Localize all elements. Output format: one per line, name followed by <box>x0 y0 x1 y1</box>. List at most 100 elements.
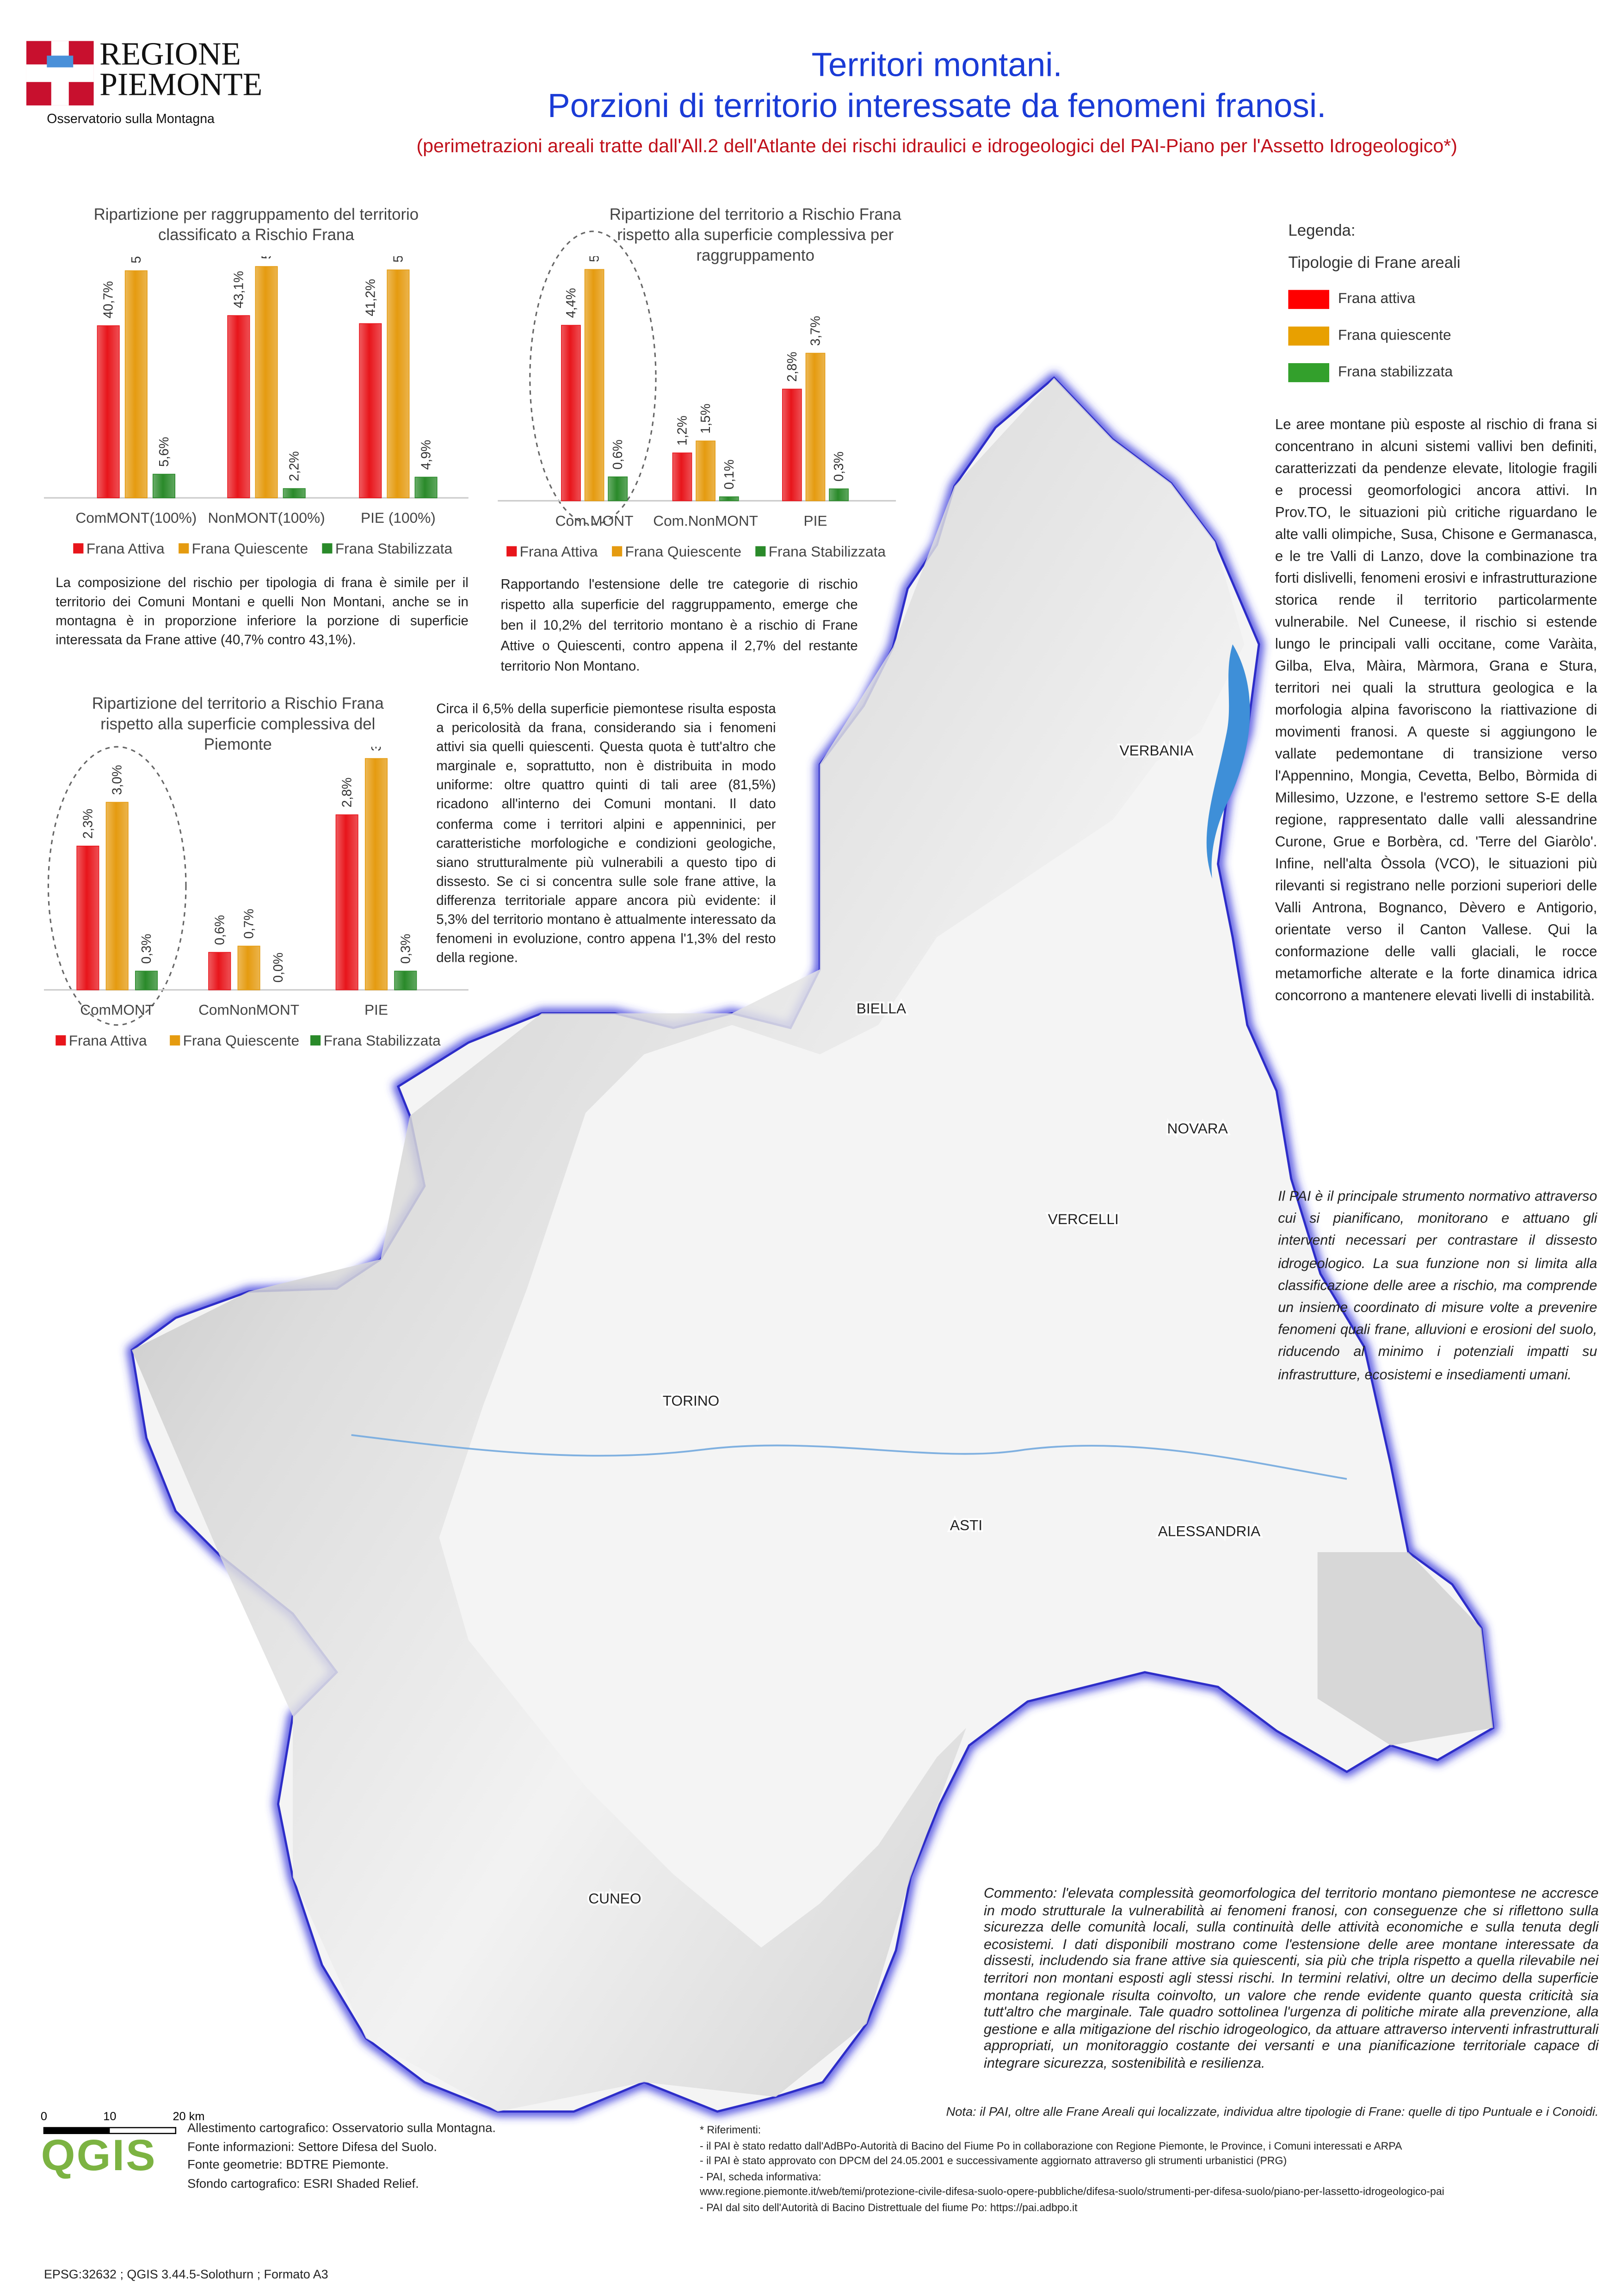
paragraph: Rapportando l'estensione delle tre categ… <box>500 577 858 674</box>
data-label: 5,8% <box>587 256 602 262</box>
bar <box>394 971 417 990</box>
bar <box>76 846 99 990</box>
paragraph: Commento: l'elevata complessità geomorfo… <box>984 1886 1599 2073</box>
data-label: 3,0% <box>110 765 125 795</box>
bar <box>105 802 129 990</box>
paragraph: Circa il 6,5% della superficie piemontes… <box>436 701 776 965</box>
mountain-relief <box>131 378 1245 2112</box>
x-tick-label: PIE <box>804 512 827 529</box>
data-label: 53,7% <box>129 256 144 263</box>
legend-label: Frana Attiva <box>69 1032 147 1049</box>
legend-swatch <box>612 546 623 557</box>
data-label: 5,6% <box>157 437 172 467</box>
bar <box>719 496 739 501</box>
x-tick-label: Com.NonMONT <box>653 512 758 529</box>
legend-swatch <box>310 1035 321 1046</box>
legend-swatch <box>56 1035 66 1046</box>
data-label: 0,6% <box>611 439 625 470</box>
reference-line: - il PAI è stato approvato con DPCM del … <box>699 2154 1287 2168</box>
bar <box>672 452 692 501</box>
legend-items: Frana attiva Frana quiescente Frana stabil… <box>1288 281 1460 391</box>
data-label: 3,7% <box>369 747 384 751</box>
city-label: VERBANIA <box>1120 742 1194 759</box>
chart-title: Ripartizione del territorio a Rischio Fr… <box>92 695 384 755</box>
x-tick-label: PIE <box>364 1001 388 1018</box>
data-label: 4,4% <box>564 288 579 318</box>
bar <box>97 325 120 498</box>
legend-label: Frana attiva <box>1338 291 1416 308</box>
city-label: TORINO <box>663 1392 719 1409</box>
legend-swatch <box>1288 363 1330 383</box>
legend-label: Frana Stabilizzata <box>324 1032 441 1049</box>
x-tick-label: Com.MONT <box>555 512 634 529</box>
bar-chart: ComMONT(100%) 40,7% 53,7% 5,6% NonMONT(100%)… <box>43 256 469 557</box>
bar <box>359 323 382 498</box>
note: Nota: il PAI, oltre alle Frane Areali qu… <box>946 2104 1599 2119</box>
bar <box>152 474 176 498</box>
data-label: 41,2% <box>363 279 378 316</box>
legend-label: Frana Quiescente <box>625 543 742 560</box>
river <box>351 1434 1347 1480</box>
logo-line: REGIONE <box>99 35 241 72</box>
epsg: EPSG:32632 ; QGIS 3.44.5-Solothurn ; For… <box>43 2266 328 2282</box>
bar <box>208 952 231 990</box>
reference-line: * Riferimenti: <box>699 2123 761 2137</box>
south-east-relief <box>1317 1552 1493 1745</box>
legend-swatch <box>506 546 517 557</box>
bar <box>608 476 628 501</box>
scale-label: 20 km <box>173 2110 204 2123</box>
scale-label: 10 <box>103 2110 116 2123</box>
bar <box>255 266 278 498</box>
data-label: 53,9% <box>391 256 406 263</box>
city-label: BIELLA <box>857 1000 907 1016</box>
bar <box>829 488 849 501</box>
data-label: 0,0% <box>271 953 286 983</box>
city-label: CUNEO <box>588 1890 641 1907</box>
credit-line: Sfondo cartografico: ESRI Shaded Relief. <box>187 2175 419 2190</box>
bar <box>283 488 306 498</box>
x-tick-label: ComMONT <box>80 1001 154 1018</box>
city-label: VERCELLI <box>1048 1211 1119 1227</box>
data-label: 43,1% <box>231 271 246 309</box>
logo-text: REGIONE PIEMONTE <box>99 35 263 103</box>
title-line: Porzioni di territorio interessate da fe… <box>548 86 1326 125</box>
highlight-ellipse <box>47 746 187 1026</box>
legend: Legenda: Tipologie di Frane areali Frana… <box>1288 223 1461 391</box>
bar <box>805 353 826 501</box>
chart-title: Ripartizione per raggruppamento del terr… <box>93 206 419 245</box>
legend-label: Frana Stabilizzata <box>769 543 886 560</box>
logo-cross <box>26 64 94 82</box>
legend-title: Legenda: <box>1288 223 1356 241</box>
legend-swatch <box>170 1035 180 1046</box>
data-label: 0,3% <box>398 934 413 964</box>
title-line: Territori montani. <box>811 45 1062 84</box>
data-label: 0,3% <box>832 452 846 482</box>
city-label: NOVARA <box>1167 1120 1228 1137</box>
reference-line: - PAI, scheda informativa: <box>699 2170 821 2183</box>
city-label: ALESSANDRIA <box>1158 1522 1261 1539</box>
legend-label: Frana stabilizzata <box>1338 365 1453 381</box>
bar <box>414 477 438 498</box>
legend-swatch <box>179 543 189 554</box>
legend-label: Frana Quiescente <box>183 1032 300 1049</box>
legend-item: Frana stabilizzata <box>1288 354 1460 391</box>
legend-item: Frana quiescente <box>1288 318 1460 354</box>
qgis-logo: QGIS <box>41 2132 157 2180</box>
city-label: ASTI <box>950 1517 982 1534</box>
scale-bar: 0 10 20 km <box>41 2110 204 2134</box>
legend-label: Frana quiescente <box>1338 328 1451 344</box>
logo-line: PIEMONTE <box>99 66 263 103</box>
legend-label: Frana Attiva <box>86 540 165 557</box>
credit-line: Fonte informazioni: Settore Difesa del S… <box>187 2138 437 2154</box>
legend-swatch <box>73 543 84 554</box>
data-label: 2,3% <box>80 809 95 839</box>
x-tick-label: ComMONT(100%) <box>75 509 197 526</box>
bar <box>696 440 715 501</box>
subtitle: (perimetrazioni areali tratte dall'All.2… <box>416 135 1457 157</box>
data-label: 2,2% <box>287 451 302 481</box>
logo-crown <box>47 56 74 68</box>
data-label: 0,6% <box>212 915 227 945</box>
